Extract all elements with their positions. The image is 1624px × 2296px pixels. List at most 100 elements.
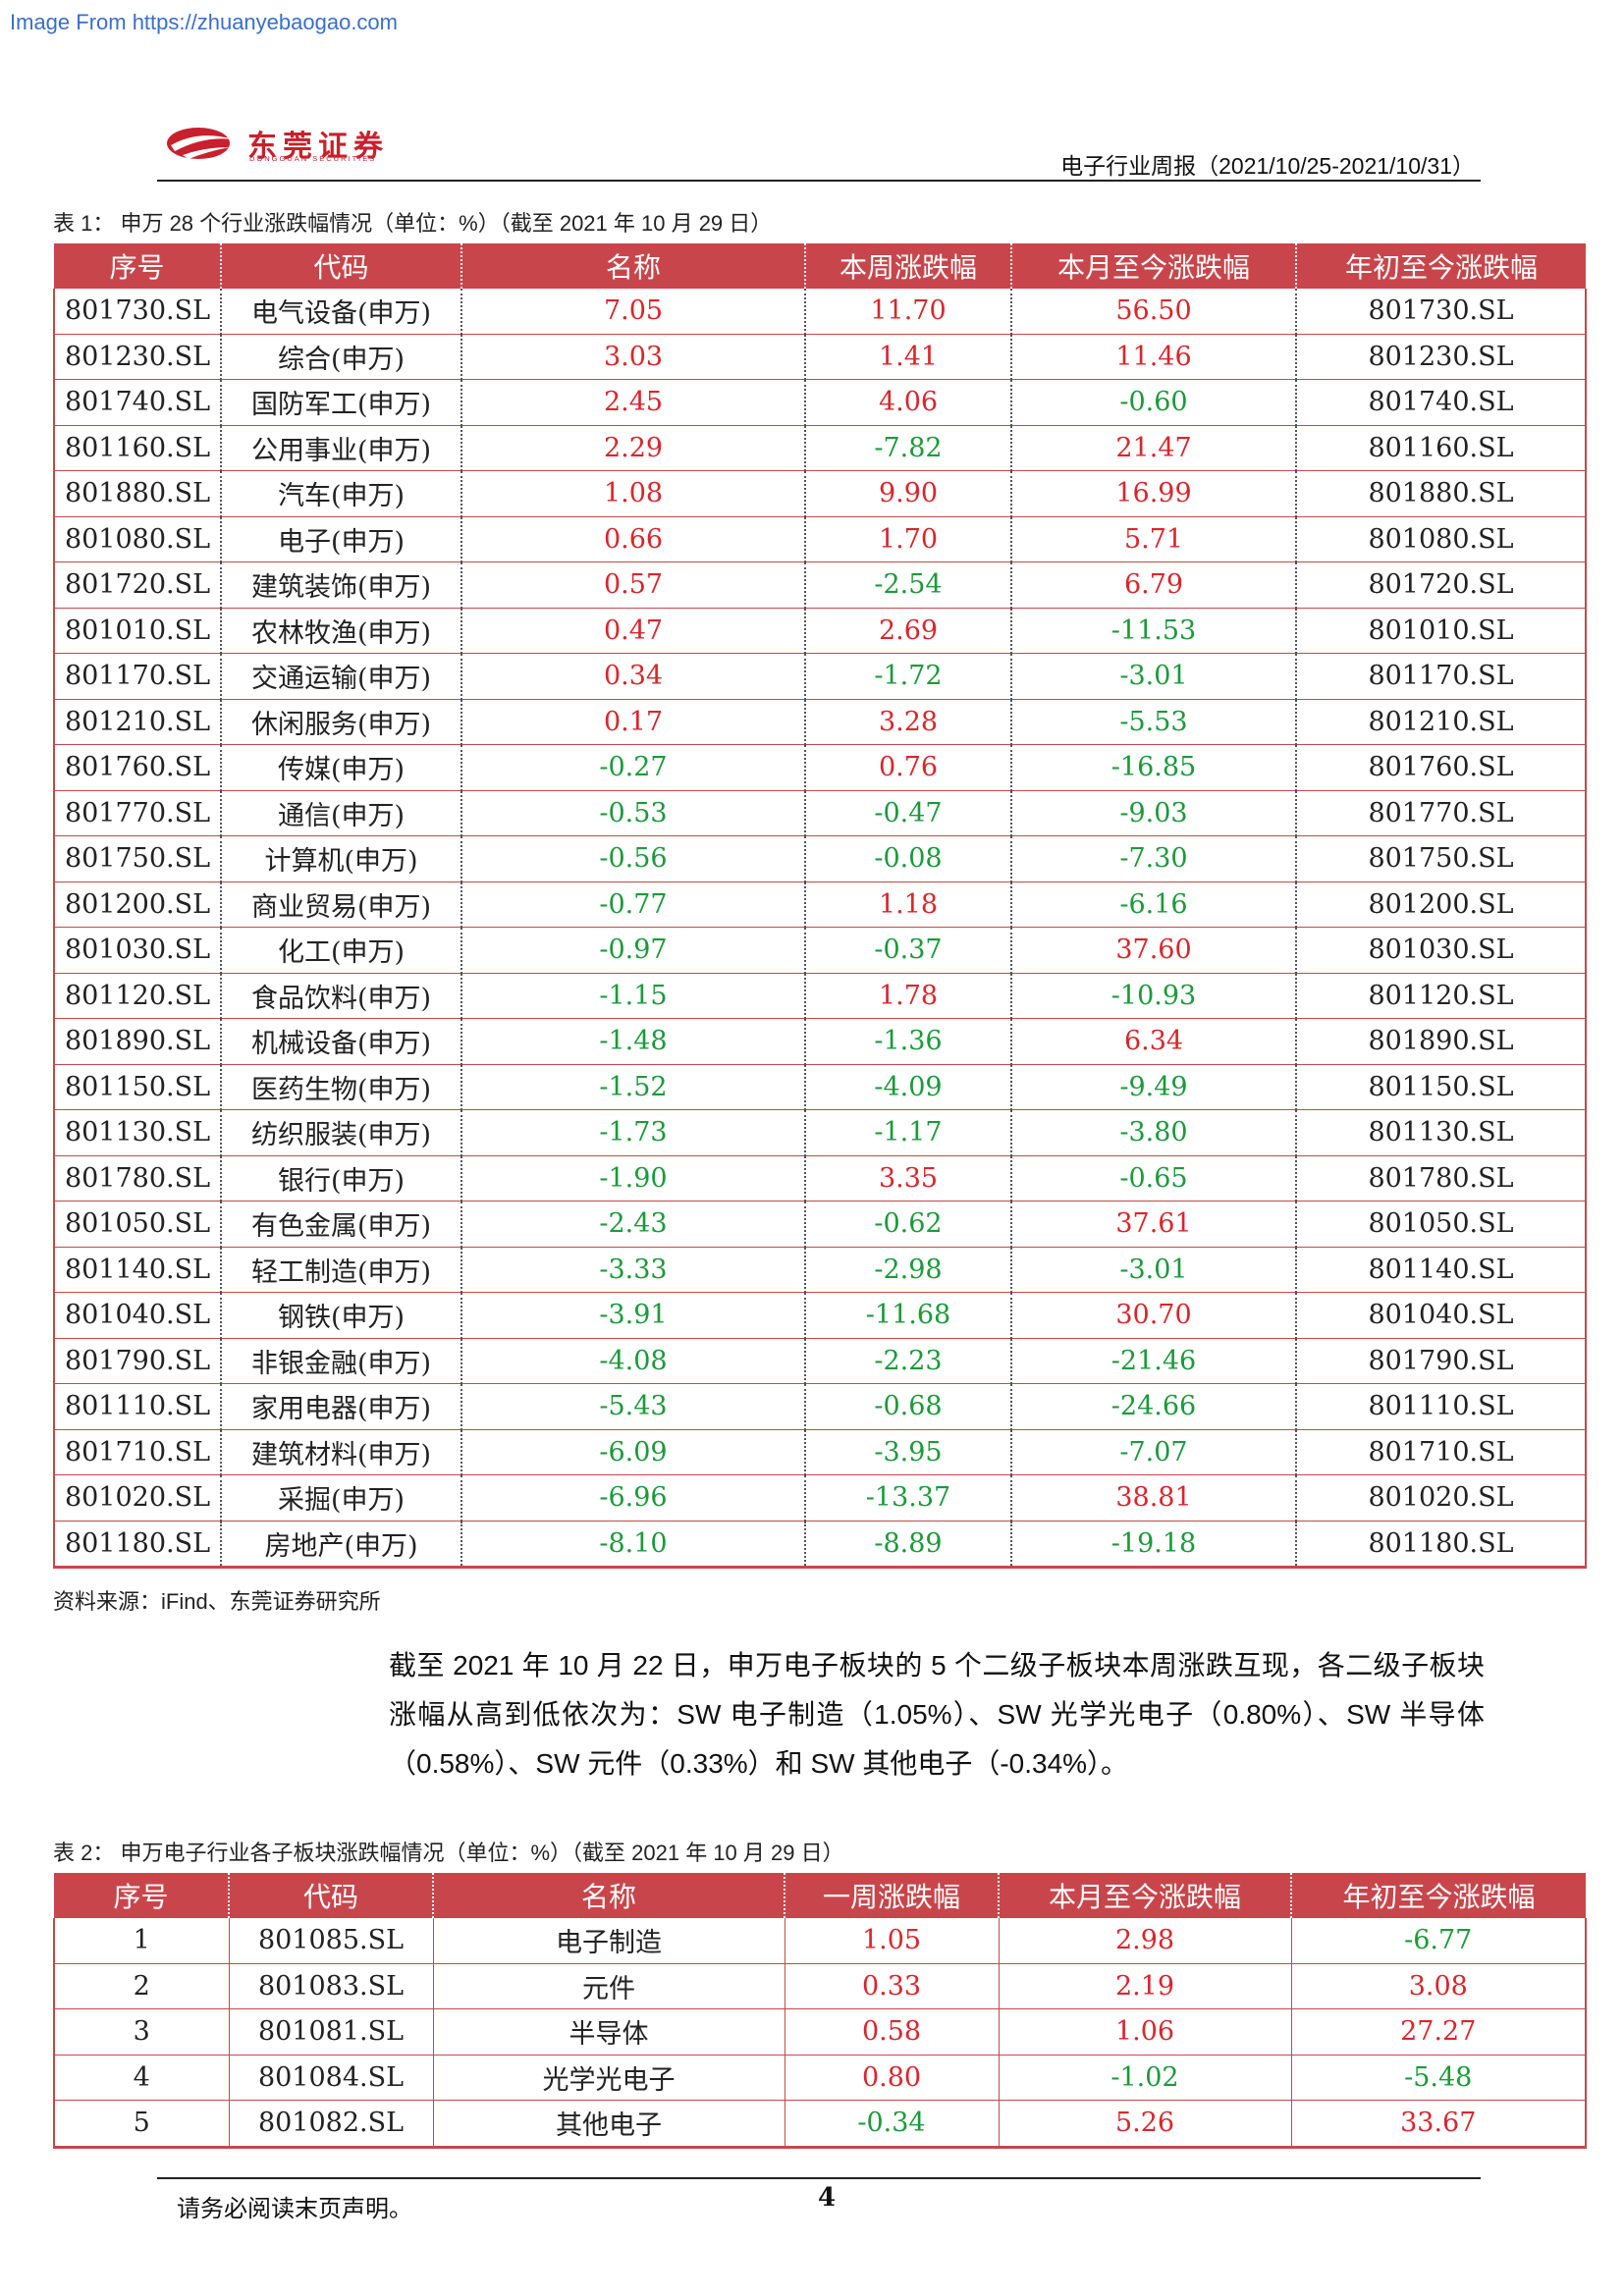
table-row: 801890.SL 机械设备(申万) -1.48 -1.36 6.34 801890.SL xyxy=(53,1018,1587,1065)
table-cell: -0.08 xyxy=(805,835,1012,882)
table-cell: 801085.SL xyxy=(229,1918,434,1964)
table-cell: -8.10 xyxy=(461,1521,806,1569)
table-cell: 801050.SL xyxy=(53,1201,222,1248)
table-cell: 801710.SL xyxy=(53,1429,222,1475)
table-cell: -5.43 xyxy=(461,1383,806,1430)
table-cell: 801020.SL xyxy=(53,1474,222,1522)
table-cell: 21.47 xyxy=(1011,425,1297,471)
table-cell: 801210.SL xyxy=(1296,699,1587,745)
table-cell: 801040.SL xyxy=(1296,1292,1587,1339)
table-cell: 801880.SL xyxy=(53,470,222,517)
table-cell: 纺织服装(申万) xyxy=(221,1109,462,1156)
table-cell: 2 xyxy=(53,1963,230,2009)
table-cell: -6.77 xyxy=(1291,1918,1587,1964)
table-cell: 电子制造 xyxy=(433,1918,785,1964)
column-header: 本周涨跌幅 xyxy=(805,243,1012,289)
table-cell: 801080.SL xyxy=(53,516,222,562)
table-row: 801210.SL 休闲服务(申万) 0.17 3.28 -5.53 801210.SL xyxy=(53,699,1587,745)
table-cell: 电子(申万) xyxy=(221,516,462,562)
table-row: 4 801084.SL 光学光电子 0.80 -1.02 -5.48 xyxy=(53,2055,1587,2101)
table-cell: 0.57 xyxy=(461,561,806,609)
table-cell: 801120.SL xyxy=(53,973,222,1019)
table-cell: 非银金融(申万) xyxy=(221,1338,462,1384)
table-cell: 0.66 xyxy=(461,516,806,562)
table-row: 801730.SL 电气设备(申万) 7.05 11.70 56.50 801730.SL xyxy=(53,289,1587,335)
column-header: 名称 xyxy=(433,1873,785,1918)
table-cell: 轻工制造(申万) xyxy=(221,1247,462,1293)
table-cell: 0.34 xyxy=(461,653,806,700)
table-row: 801010.SL 农林牧渔(申万) 0.47 2.69 -11.53 801010.SL xyxy=(53,608,1587,654)
column-header: 年初至今涨跌幅 xyxy=(1291,1873,1586,1918)
table-cell: 4.06 xyxy=(805,379,1012,426)
table-cell: -16.85 xyxy=(1011,744,1297,791)
logo-mark-icon xyxy=(167,128,234,159)
table-row: 801040.SL 钢铁(申万) -3.91 -11.68 30.70 801040.SL xyxy=(53,1292,1587,1339)
table-row: 801120.SL 食品饮料(申万) -1.15 1.78 -10.93 801120.S… xyxy=(53,973,1587,1019)
table-cell: -0.47 xyxy=(805,790,1012,836)
table-cell: 1 xyxy=(53,1918,230,1964)
table-row: 801080.SL 电子(申万) 0.66 1.70 5.71 801080.SL xyxy=(53,516,1587,562)
table-cell: -1.90 xyxy=(461,1155,806,1201)
table-cell: 医药生物(申万) xyxy=(221,1064,462,1110)
table-cell: -7.82 xyxy=(805,425,1012,471)
table-cell: 801210.SL xyxy=(53,699,222,745)
table-cell: 食品饮料(申万) xyxy=(221,973,462,1019)
table-cell: 有色金属(申万) xyxy=(221,1201,462,1248)
table-cell: -1.36 xyxy=(805,1018,1012,1065)
table-cell: -24.66 xyxy=(1011,1383,1297,1430)
table-row: 801140.SL 轻工制造(申万) -3.33 -2.98 -3.01 801140.S… xyxy=(53,1247,1587,1293)
table-cell: -0.77 xyxy=(461,881,806,928)
table-cell: 801880.SL xyxy=(1296,470,1587,517)
table2-caption: 表 2： 申万电子行业各子板块涨跌幅情况（单位：%）（截至 2021 年 10 … xyxy=(53,1841,844,1865)
table-cell: -2.43 xyxy=(461,1201,806,1248)
table-cell: 房地产(申万) xyxy=(221,1521,462,1569)
column-header: 代码 xyxy=(229,1873,434,1918)
table-cell: -3.33 xyxy=(461,1247,806,1293)
logo-cn-text: 东莞证券 xyxy=(247,130,389,164)
table-cell: 801230.SL xyxy=(53,334,222,380)
table-cell: 801110.SL xyxy=(53,1383,222,1430)
table-cell: 801140.SL xyxy=(53,1247,222,1293)
table-cell: 801170.SL xyxy=(1296,653,1587,700)
table-cell: 0.33 xyxy=(785,1963,1000,2009)
table-row: 801020.SL 采掘(申万) -6.96 -13.37 38.81 801020.SL xyxy=(53,1474,1587,1522)
table-cell: 801030.SL xyxy=(53,927,222,974)
table-row: 3 801081.SL 半导体 0.58 1.06 27.27 xyxy=(53,2008,1587,2056)
table-cell: 801120.SL xyxy=(1296,973,1587,1019)
table-cell: -3.01 xyxy=(1011,653,1297,700)
table-cell: -1.48 xyxy=(461,1018,806,1065)
table-cell: 0.76 xyxy=(805,744,1012,791)
table-row: 801710.SL 建筑材料(申万) -6.09 -3.95 -7.07 801710.S… xyxy=(53,1429,1587,1475)
table-cell: 37.60 xyxy=(1011,927,1297,974)
table-cell: -2.23 xyxy=(805,1338,1012,1384)
table-cell: -4.08 xyxy=(461,1338,806,1384)
table-cell: 801790.SL xyxy=(1296,1338,1587,1384)
column-header: 年初至今涨跌幅 xyxy=(1296,243,1586,289)
table-cell: 3.35 xyxy=(805,1155,1012,1201)
table-row: 801880.SL 汽车(申万) 1.08 9.90 16.99 801880.SL xyxy=(53,470,1587,517)
table-cell: -0.60 xyxy=(1011,379,1297,426)
table-cell: 1.08 xyxy=(461,470,806,517)
table-row: 801230.SL 综合(申万) 3.03 1.41 11.46 801230.SL xyxy=(53,334,1587,380)
table-cell: -8.89 xyxy=(805,1521,1012,1569)
table-cell: 801150.SL xyxy=(1296,1064,1587,1110)
table-cell: 801770.SL xyxy=(1296,790,1587,836)
table-cell: 传媒(申万) xyxy=(221,744,462,791)
table-cell: 1.05 xyxy=(785,1918,1000,1964)
table-cell: 801140.SL xyxy=(1296,1247,1587,1293)
table-cell: -11.53 xyxy=(1011,608,1297,654)
table-cell: -0.62 xyxy=(805,1201,1012,1248)
table-cell: 6.79 xyxy=(1011,561,1297,609)
table-row: 801770.SL 通信(申万) -0.53 -0.47 -9.03 801770.SL xyxy=(53,790,1587,836)
table-row: 801790.SL 非银金融(申万) -4.08 -2.23 -21.46 801790.… xyxy=(53,1338,1587,1384)
table-cell: -0.27 xyxy=(461,744,806,791)
watermark-link[interactable]: Image From https://zhuanyebaogao.com xyxy=(10,10,398,34)
electronics-subsector-table: 序号 代码 名称 一周涨跌幅 本月至今涨跌幅 年初至今涨跌幅 1 801085.SL 电子制造… xyxy=(53,1873,1587,2149)
table-cell: 银行(申万) xyxy=(221,1155,462,1201)
table-cell: 3.08 xyxy=(1291,1963,1587,2009)
table-row: 801050.SL 有色金属(申万) -2.43 -0.62 37.61 801050.S… xyxy=(53,1201,1587,1248)
table-cell: 801750.SL xyxy=(53,835,222,882)
table-cell: 801180.SL xyxy=(53,1521,222,1569)
table-cell: 801110.SL xyxy=(1296,1383,1587,1430)
table-row: 801030.SL 化工(申万) -0.97 -0.37 37.60 801030.SL xyxy=(53,927,1587,974)
